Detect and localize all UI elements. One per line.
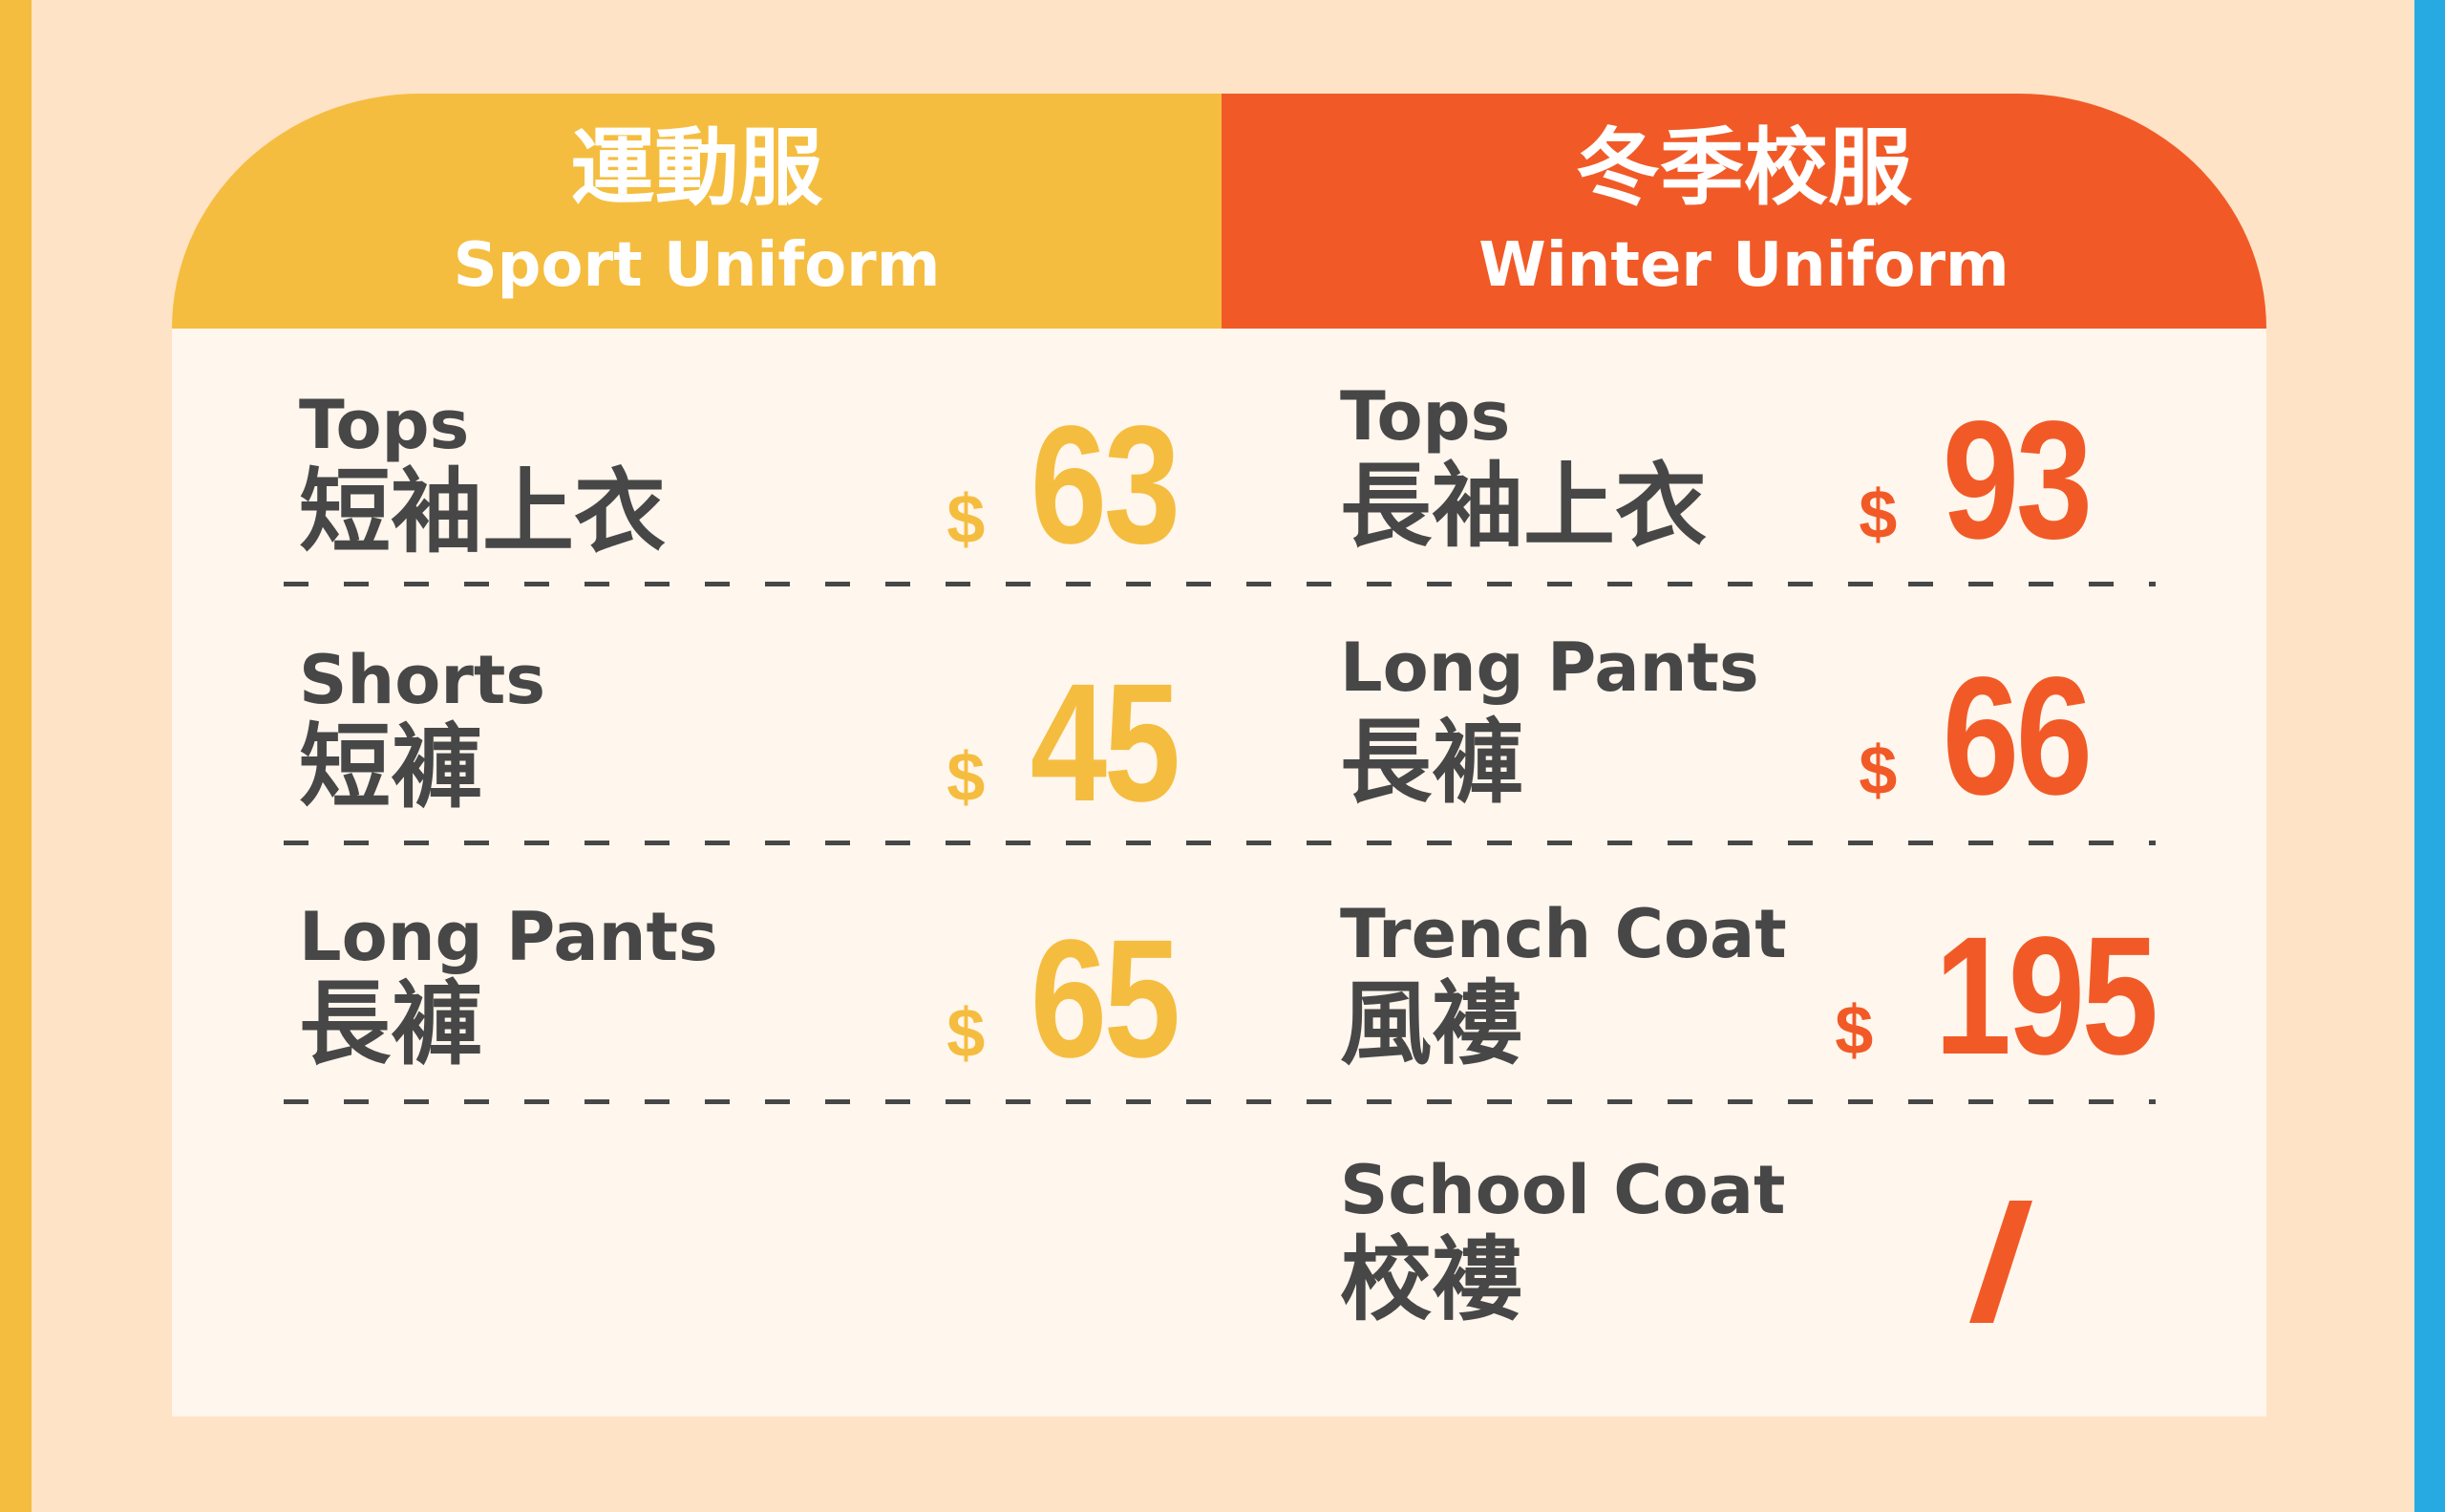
winter-item-name-zh: 長袖上衣 <box>1340 453 1707 560</box>
currency-symbol: $ <box>946 995 986 1072</box>
winter-title-zh: 冬季校服 <box>1575 118 1912 217</box>
sport-title-en: Sport Uniform <box>453 230 941 301</box>
sport-item-name-zh: 短袖上衣 <box>299 458 666 565</box>
price-value: 45 <box>1031 650 1180 837</box>
row-divider <box>284 582 2156 586</box>
currency-symbol: $ <box>1859 733 1898 809</box>
winter-item-name-en: Trench Coat <box>1340 895 1787 973</box>
right-accent-bar <box>2414 0 2445 1512</box>
winter-item-name-zh: 長褲 <box>1340 709 1523 816</box>
currency-symbol: $ <box>946 739 986 816</box>
price-value: 93 <box>1943 387 2093 574</box>
price-card <box>172 328 2266 1416</box>
currency-symbol: $ <box>946 481 986 558</box>
left-accent-bar <box>0 0 32 1512</box>
sport-item-name-en: Shorts <box>299 641 545 719</box>
currency-symbol: $ <box>1859 477 1898 553</box>
sport-item-price: $ 63 <box>946 392 1180 579</box>
price-value: 195 <box>1935 903 2158 1090</box>
not-applicable-slash: / <box>1969 1201 2032 1323</box>
price-value: 65 <box>1031 905 1180 1093</box>
sport-item-price: $ 65 <box>946 905 1180 1093</box>
winter-uniform-header: 冬季校服 Winter Uniform <box>1222 94 2266 329</box>
sport-title-zh: 運動服 <box>570 118 823 217</box>
price-value: 63 <box>1031 392 1180 579</box>
winter-item-price: $ 66 <box>1859 643 2093 830</box>
winter-item-name-zh: 校褸 <box>1340 1226 1523 1333</box>
winter-item-name-zh: 風褸 <box>1340 970 1523 1077</box>
row-divider <box>284 1099 2156 1104</box>
sport-item-name-en: Long Pants <box>299 898 718 976</box>
sport-item-price: $ 45 <box>946 650 1180 837</box>
sport-uniform-header: 運動服 Sport Uniform <box>172 94 1222 329</box>
currency-symbol: $ <box>1835 992 1874 1069</box>
winter-item-name-en: Long Pants <box>1340 628 1759 707</box>
row-divider <box>284 841 2156 845</box>
winter-item-name-en: Tops <box>1340 377 1511 456</box>
sport-item-name-en: Tops <box>299 386 470 464</box>
sport-item-name-zh: 長褲 <box>299 970 482 1077</box>
winter-title-en: Winter Uniform <box>1478 230 2009 301</box>
winter-item-price: $ 195 <box>1835 903 2158 1090</box>
price-value: 66 <box>1943 643 2093 830</box>
winter-item-price: $ 93 <box>1859 387 2093 574</box>
sport-item-name-zh: 短褲 <box>299 713 482 820</box>
winter-item-name-en: School Coat <box>1340 1151 1786 1229</box>
